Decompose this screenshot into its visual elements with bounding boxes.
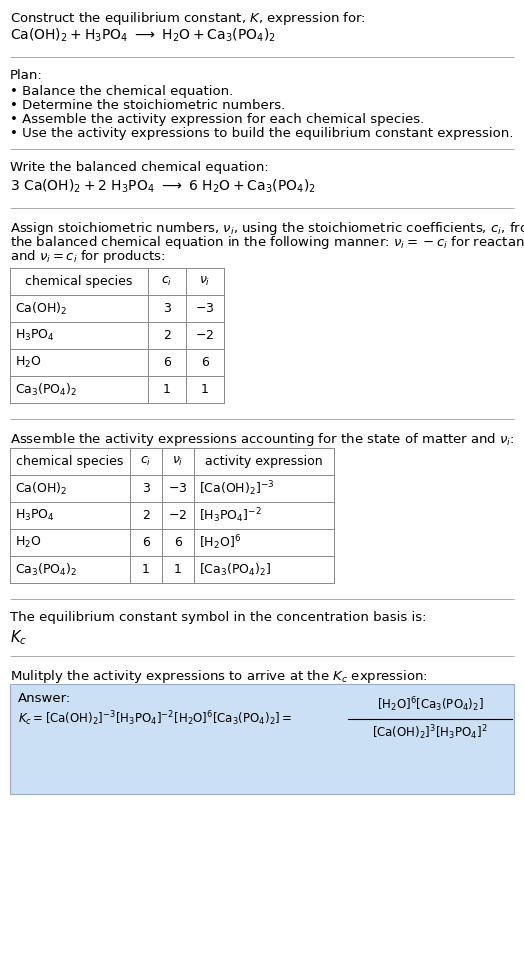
Text: $[\mathrm{H_2O}]^{6} [\mathrm{Ca_3(PO_4)_2}]$: $[\mathrm{H_2O}]^{6} [\mathrm{Ca_3(PO_4)… [377,695,484,715]
Text: 6: 6 [163,356,171,369]
Text: 1: 1 [174,563,182,576]
Text: $\mathrm{H_2O}$: $\mathrm{H_2O}$ [15,355,41,370]
Text: 2: 2 [163,329,171,342]
Text: Assign stoichiometric numbers, $\nu_i$, using the stoichiometric coefficients, $: Assign stoichiometric numbers, $\nu_i$, … [10,220,524,237]
Text: 1: 1 [163,383,171,396]
Text: Construct the equilibrium constant, $K$, expression for:: Construct the equilibrium constant, $K$,… [10,10,366,27]
Text: $\mathrm{H_3PO_4}$: $\mathrm{H_3PO_4}$ [15,328,55,343]
Text: chemical species: chemical species [25,275,133,288]
Text: Answer:: Answer: [18,692,71,705]
Text: 3: 3 [142,482,150,495]
Text: $\mathrm{Ca_3(PO_4)_2}$: $\mathrm{Ca_3(PO_4)_2}$ [15,381,78,398]
Text: $K_c$: $K_c$ [10,628,27,647]
Text: 6: 6 [142,536,150,549]
Text: 6: 6 [174,536,182,549]
Text: • Use the activity expressions to build the equilibrium constant expression.: • Use the activity expressions to build … [10,127,514,140]
Text: 1: 1 [201,383,209,396]
Text: $\mathrm{Ca(OH)_2}$: $\mathrm{Ca(OH)_2}$ [15,300,67,317]
Text: $[\mathrm{Ca_3(PO_4)_2}]$: $[\mathrm{Ca_3(PO_4)_2}]$ [199,561,271,578]
Text: $\mathrm{Ca_3(PO_4)_2}$: $\mathrm{Ca_3(PO_4)_2}$ [15,561,78,578]
Text: $[\mathrm{H_3PO_4}]^{-2}$: $[\mathrm{H_3PO_4}]^{-2}$ [199,507,261,525]
Text: $\nu_i$: $\nu_i$ [172,455,184,468]
Text: and $\nu_i = c_i$ for products:: and $\nu_i = c_i$ for products: [10,248,166,265]
Text: $\nu_i$: $\nu_i$ [199,275,211,288]
Text: $-3$: $-3$ [195,302,215,315]
Text: $\mathrm{Ca(OH)_2}$: $\mathrm{Ca(OH)_2}$ [15,481,67,497]
Text: 1: 1 [142,563,150,576]
Text: Plan:: Plan: [10,69,43,82]
Text: 3: 3 [163,302,171,315]
Text: Write the balanced chemical equation:: Write the balanced chemical equation: [10,161,269,174]
Text: activity expression: activity expression [205,455,323,468]
Text: • Assemble the activity expression for each chemical species.: • Assemble the activity expression for e… [10,113,424,126]
Text: $3\ \mathrm{Ca(OH)_2 + 2\ H_3PO_4 \ \longrightarrow \ 6\ H_2O + Ca_3(PO_4)_2}$: $3\ \mathrm{Ca(OH)_2 + 2\ H_3PO_4 \ \lon… [10,178,316,195]
Text: The equilibrium constant symbol in the concentration basis is:: The equilibrium constant symbol in the c… [10,611,427,624]
Text: $[\mathrm{Ca(OH)_2}]^{-3}$: $[\mathrm{Ca(OH)_2}]^{-3}$ [199,480,275,498]
Text: $\mathrm{H_3PO_4}$: $\mathrm{H_3PO_4}$ [15,508,55,523]
Text: Assemble the activity expressions accounting for the state of matter and $\nu_i$: Assemble the activity expressions accoun… [10,431,515,448]
Text: Mulitply the activity expressions to arrive at the $K_c$ expression:: Mulitply the activity expressions to arr… [10,668,428,685]
Text: 6: 6 [201,356,209,369]
Text: $-2$: $-2$ [195,329,214,342]
Text: $\mathrm{H_2O}$: $\mathrm{H_2O}$ [15,535,41,550]
Text: $c_i$: $c_i$ [161,275,172,288]
Text: $[\mathrm{H_2O}]^{6}$: $[\mathrm{H_2O}]^{6}$ [199,534,241,552]
Text: $c_i$: $c_i$ [140,455,151,468]
Text: 2: 2 [142,509,150,522]
Text: $-2$: $-2$ [168,509,188,522]
Text: • Balance the chemical equation.: • Balance the chemical equation. [10,85,233,98]
Text: $-3$: $-3$ [168,482,188,495]
Text: • Determine the stoichiometric numbers.: • Determine the stoichiometric numbers. [10,99,285,112]
Text: chemical species: chemical species [16,455,124,468]
FancyBboxPatch shape [10,684,514,794]
Text: $[\mathrm{Ca(OH)_2}]^{3} [\mathrm{H_3PO_4}]^{2}$: $[\mathrm{Ca(OH)_2}]^{3} [\mathrm{H_3PO_… [372,723,488,742]
Text: $\mathrm{Ca(OH)_2 + H_3PO_4 \ \longrightarrow \ H_2O + Ca_3(PO_4)_2}$: $\mathrm{Ca(OH)_2 + H_3PO_4 \ \longright… [10,27,276,44]
Text: $K_c = [\mathrm{Ca(OH)_2}]^{-3} [\mathrm{H_3PO_4}]^{-2}[\mathrm{H_2O}]^{6} [\mat: $K_c = [\mathrm{Ca(OH)_2}]^{-3} [\mathrm… [18,710,292,728]
Text: the balanced chemical equation in the following manner: $\nu_i = -c_i$ for react: the balanced chemical equation in the fo… [10,234,524,251]
